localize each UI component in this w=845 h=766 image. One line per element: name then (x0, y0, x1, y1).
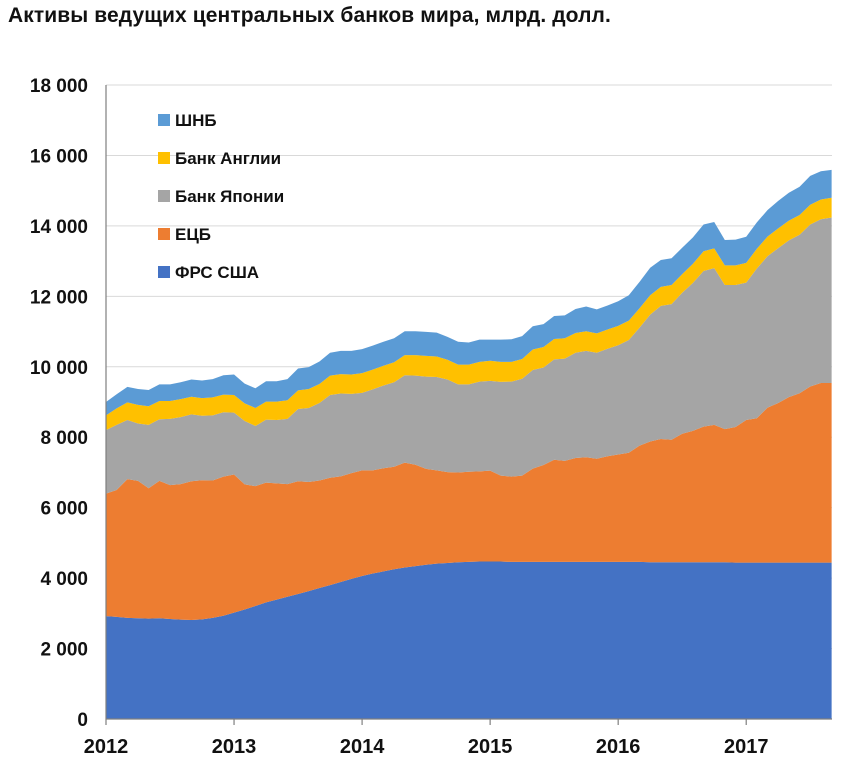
legend-label: ШНБ (175, 111, 217, 130)
legend-label: Банк Англии (175, 149, 281, 168)
x-tick-label: 2016 (596, 736, 641, 758)
y-tick-label: 14 000 (30, 217, 88, 238)
y-tick-label: 6 000 (40, 499, 88, 520)
y-tick-label: 0 (77, 710, 88, 731)
ecb-area (106, 382, 832, 621)
y-tick-label: 2 000 (40, 640, 88, 661)
snb-area (106, 169, 832, 416)
x-tick-label: 2014 (340, 736, 385, 758)
x-tick-label: 2012 (84, 736, 129, 758)
legend-swatch (158, 114, 170, 126)
legend-swatch (158, 190, 170, 202)
x-tick-label: 2013 (212, 736, 257, 758)
legend-swatch (158, 266, 170, 278)
legend-item: Банк Японии (158, 187, 284, 206)
y-tick-label: 8 000 (40, 428, 88, 449)
chart-title: Активы ведущих центральных банков мира, … (8, 4, 611, 27)
boj-area (106, 217, 832, 494)
x-axis-tick-labels: 2012 2013 2014 2015 2016 2017 (84, 736, 769, 758)
legend-label: ФРС США (175, 263, 259, 282)
y-tick-label: 18 000 (30, 76, 88, 97)
legend-item: ШНБ (158, 111, 217, 130)
legend: ШНБ Банк Англии Банк Японии ЕЦБ ФРС США (158, 111, 284, 282)
y-tick-label: 12 000 (30, 287, 88, 308)
legend-swatch (158, 152, 170, 164)
legend-label: Банк Японии (175, 187, 284, 206)
legend-item: ФРС США (158, 263, 259, 282)
axes (105, 85, 832, 725)
legend-label: ЕЦБ (175, 225, 211, 244)
y-tick-label: 16 000 (30, 146, 88, 167)
fed-area (106, 561, 832, 719)
x-tick-label: 2015 (468, 736, 513, 758)
x-tick-label: 2017 (724, 736, 769, 758)
legend-item: ЕЦБ (158, 225, 211, 244)
y-axis-tick-labels: 0 2 000 4 000 6 000 8 000 10 000 12 000 14 000 1… (30, 76, 88, 731)
y-tick-label: 10 000 (30, 358, 88, 379)
area-series (106, 169, 832, 719)
y-tick-label: 4 000 (40, 569, 88, 590)
legend-swatch (158, 228, 170, 240)
legend-item: Банк Англии (158, 149, 281, 168)
boe-area (106, 197, 832, 431)
